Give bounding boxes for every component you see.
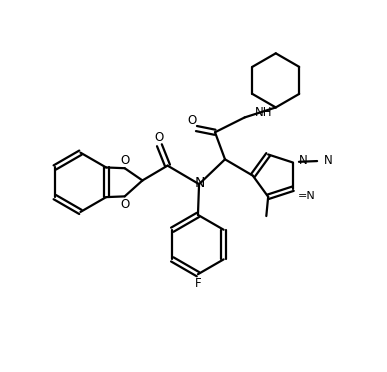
Text: N: N bbox=[299, 154, 308, 167]
Text: O: O bbox=[120, 198, 130, 211]
Text: O: O bbox=[187, 114, 196, 127]
Text: O: O bbox=[155, 131, 164, 144]
Text: NH: NH bbox=[255, 106, 272, 119]
Text: O: O bbox=[120, 154, 130, 167]
Text: =N: =N bbox=[298, 191, 315, 201]
Text: N: N bbox=[194, 176, 205, 190]
Text: F: F bbox=[195, 277, 201, 290]
Text: N: N bbox=[324, 154, 332, 167]
